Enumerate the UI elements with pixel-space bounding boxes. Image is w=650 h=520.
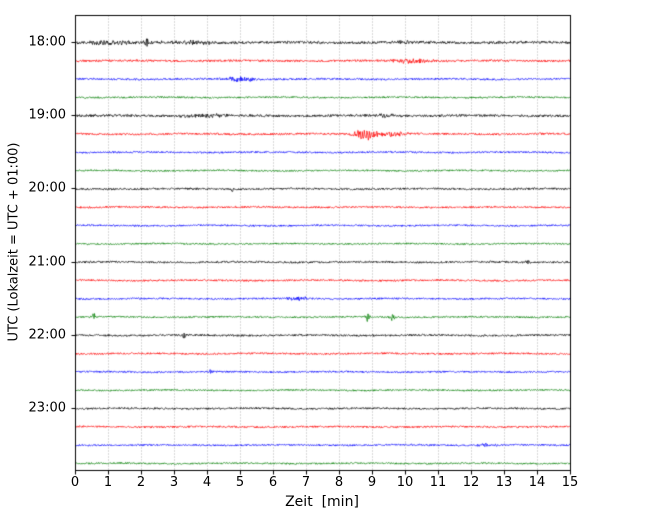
y-tick-label: 22:00 xyxy=(28,327,66,343)
x-tick-label: 3 xyxy=(169,475,179,490)
x-tick-label: 15 xyxy=(561,475,579,490)
x-tick-label: 11 xyxy=(429,475,447,490)
y-tick-label: 23:00 xyxy=(28,400,66,416)
x-tick-label: 2 xyxy=(136,475,146,490)
x-tick-label: 4 xyxy=(202,475,212,490)
x-tick-label: 8 xyxy=(334,475,344,490)
x-tick-label: 12 xyxy=(462,475,480,490)
x-tick-label: 14 xyxy=(528,475,546,490)
x-tick-label: 0 xyxy=(70,475,80,490)
x-tick-label: 5 xyxy=(235,475,245,490)
x-tick-label: 7 xyxy=(301,475,311,490)
x-tick-label: 10 xyxy=(396,475,414,490)
y-tick-label: 20:00 xyxy=(28,180,66,196)
y-tick-label: 19:00 xyxy=(28,107,66,123)
x-tick-label: 1 xyxy=(103,475,113,490)
y-tick-label: 18:00 xyxy=(28,34,66,50)
x-tick-label: 13 xyxy=(495,475,513,490)
x-axis-label: Zeit [min] xyxy=(285,494,359,510)
x-tick-label: 9 xyxy=(367,475,377,490)
y-tick-label: 21:00 xyxy=(28,254,66,270)
y-axis-label: UTC (Lokalzeit = UTC + 01:00) xyxy=(6,142,22,342)
x-tick-label: 6 xyxy=(268,475,278,490)
